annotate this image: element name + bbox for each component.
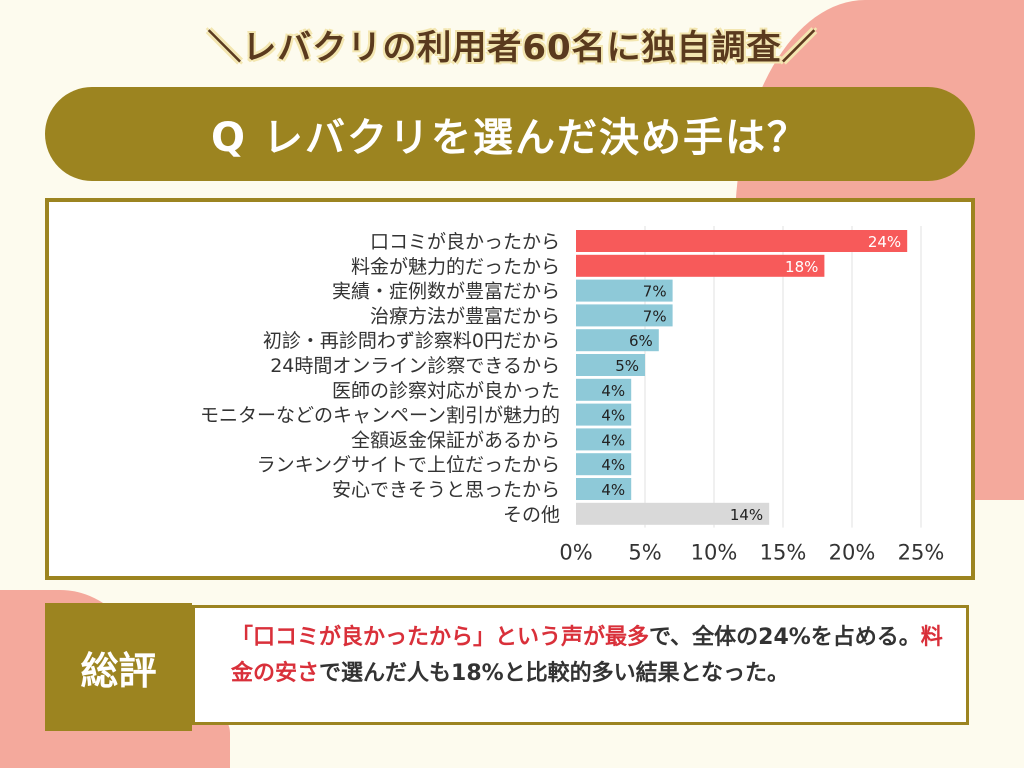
category-label: その他	[503, 504, 560, 526]
data-label: 18%	[785, 258, 818, 276]
summary-part: 料金の安さ	[231, 625, 943, 686]
data-label: 4%	[601, 431, 625, 449]
category-label: 全額返金保証があるから	[351, 429, 560, 451]
category-label: ランキングサイトで上位だったから	[257, 454, 560, 476]
question-banner: Q レバクリを選んだ決め手は？	[45, 87, 975, 181]
data-label: 14%	[730, 506, 763, 524]
bar	[576, 453, 632, 476]
data-label: 4%	[601, 382, 625, 400]
summary-text: 「口コミが良かったから」という声が最多で、全体の24%を占める。料金の安さで選ん…	[192, 605, 969, 725]
bar	[576, 403, 632, 426]
x-tick-label: 0%	[559, 541, 592, 565]
data-label: 4%	[601, 481, 625, 499]
data-label: 6%	[629, 332, 653, 350]
summary-part: 「口コミが良かったから」という声が最多	[231, 625, 650, 650]
bar-chart: 0% 5% 10% 15% 20% 25% 口コミが良かったから 24% 料金が魅力的だったから…	[200, 226, 945, 565]
summary-label: 総評	[45, 603, 192, 731]
data-label: 4%	[601, 456, 625, 474]
bar	[576, 428, 632, 451]
bar	[576, 354, 645, 376]
bar	[576, 304, 673, 327]
bar	[576, 254, 825, 277]
category-label: 医師の診察対応が良かった	[332, 380, 560, 402]
bar	[576, 230, 908, 252]
data-label: 4%	[601, 407, 625, 425]
data-label: 7%	[643, 307, 667, 325]
category-label: 24時間オンライン診察できるから	[270, 355, 560, 377]
data-label: 24%	[868, 233, 901, 251]
bar	[576, 502, 770, 525]
summary-part: で、全体の24%を占める。	[649, 625, 921, 650]
category-label: 初診・再診問わず診察料0円だから	[263, 330, 560, 352]
category-label: 口コミが良かったから	[370, 231, 560, 253]
x-tick-label: 20%	[829, 541, 876, 565]
category-label: モニターなどのキャンペーン割引が魅力的	[200, 405, 560, 427]
survey-subtitle: ＼レバクリの利用者60名に独自調査／	[207, 28, 817, 68]
data-label: 5%	[615, 357, 639, 375]
category-label: 実績・症例数が豊富だから	[332, 281, 560, 303]
chart-container: 0% 5% 10% 15% 20% 25% 口コミが良かったから 24% 料金が魅力的だったから…	[45, 198, 975, 580]
x-tick-label: 15%	[760, 541, 807, 565]
summary-part: で選んだ人も18%と比較的多い結果となった。	[319, 661, 790, 686]
bar	[576, 378, 632, 401]
category-label: 安心できそうと思ったから	[332, 479, 560, 501]
bar	[576, 279, 673, 302]
x-tick-label: 10%	[691, 541, 738, 565]
x-tick-label: 5%	[628, 541, 661, 565]
bar	[576, 478, 632, 500]
data-label: 7%	[643, 283, 667, 301]
x-tick-label: 25%	[898, 541, 945, 565]
category-label: 料金が魅力的だったから	[351, 256, 560, 278]
category-label: 治療方法が豊富だから	[370, 305, 560, 327]
bar	[576, 329, 659, 352]
